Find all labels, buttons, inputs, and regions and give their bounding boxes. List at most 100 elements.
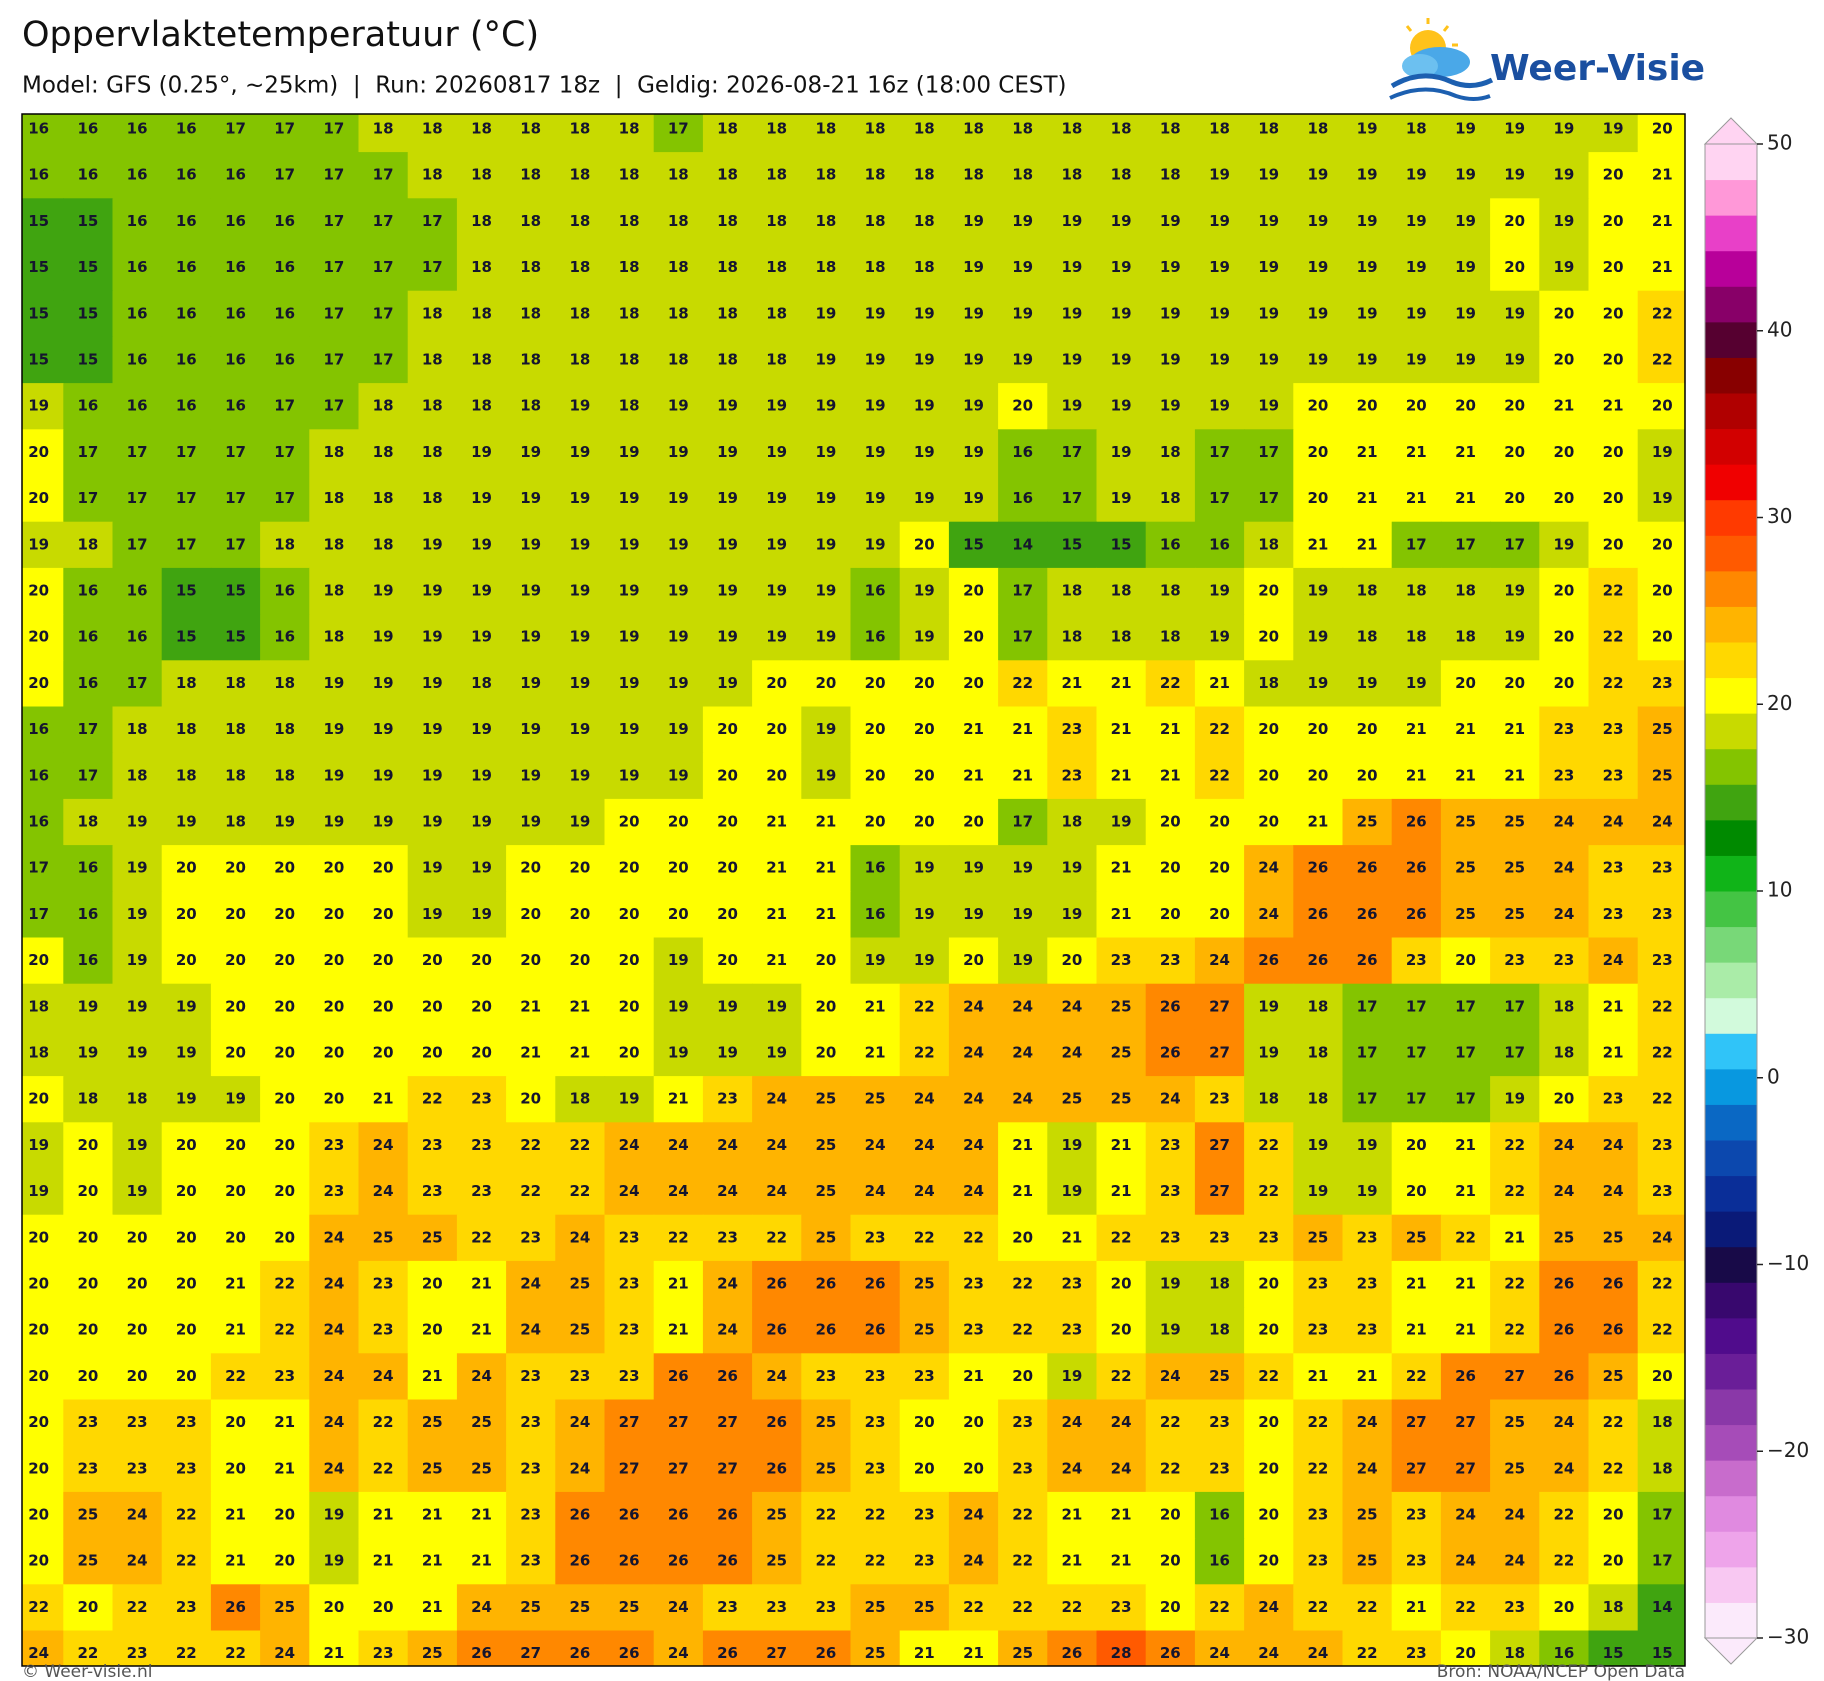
temperature-value: 19 <box>914 582 935 600</box>
temperature-value: 19 <box>471 489 492 507</box>
temperature-value: 19 <box>1455 212 1476 230</box>
temperature-value: 25 <box>1504 813 1525 831</box>
temperature-value: 23 <box>1357 1321 1378 1339</box>
temperature-value: 20 <box>1307 397 1328 415</box>
temperature-cell <box>1391 1307 1442 1354</box>
temperature-cell <box>210 1538 261 1585</box>
temperature-cell <box>161 336 212 384</box>
temperature-value: 16 <box>865 905 886 923</box>
temperature-value: 18 <box>1061 582 1082 600</box>
temperature-value: 21 <box>1504 766 1525 784</box>
temperature-cell <box>702 244 753 292</box>
temperature-cell <box>801 1076 852 1123</box>
temperature-value: 22 <box>914 1228 935 1246</box>
colorbar-tick-label: −10 <box>1767 1251 1809 1275</box>
temperature-value: 19 <box>471 720 492 738</box>
temperature-cell <box>63 152 114 199</box>
temperature-cell <box>210 1353 261 1401</box>
temperature-value: 23 <box>1307 1552 1328 1570</box>
temperature-cell <box>210 521 261 569</box>
temperature-cell <box>1539 660 1590 708</box>
temperature-cell <box>1244 567 1294 615</box>
temperature-value: 18 <box>323 489 344 507</box>
temperature-value: 19 <box>668 674 689 692</box>
temperature-value: 19 <box>422 859 443 877</box>
temperature-value: 20 <box>225 905 246 923</box>
temperature-value: 19 <box>1209 351 1230 369</box>
temperature-value: 19 <box>1209 304 1230 322</box>
temperature-value: 24 <box>1061 1413 1082 1431</box>
temperature-value: 20 <box>373 1598 394 1616</box>
temperature-value: 19 <box>1652 443 1673 461</box>
temperature-cell <box>22 1076 64 1123</box>
temperature-cell <box>506 567 556 615</box>
temperature-cell <box>1047 845 1098 892</box>
colorbar-band <box>1705 1140 1757 1177</box>
temperature-cell <box>260 114 310 153</box>
temperature-value: 19 <box>1258 351 1279 369</box>
temperature-cell <box>1342 567 1393 615</box>
temperature-cell <box>801 198 852 246</box>
temperature-cell <box>1588 798 1639 846</box>
temperature-cell <box>752 1168 802 1216</box>
temperature-value: 20 <box>963 1459 984 1477</box>
temperature-value: 18 <box>1209 1275 1230 1293</box>
temperature-cell <box>555 891 606 939</box>
temperature-cell <box>1244 891 1294 939</box>
temperature-cell <box>309 983 360 1031</box>
temperature-cell <box>1293 1399 1344 1447</box>
temperature-value: 22 <box>1012 1321 1033 1339</box>
temperature-value: 21 <box>1504 1228 1525 1246</box>
temperature-cell <box>309 1122 360 1170</box>
temperature-cell <box>1293 1307 1344 1354</box>
temperature-cell <box>1194 1307 1245 1354</box>
temperature-value: 20 <box>1652 120 1673 138</box>
temperature-cell <box>998 1168 1048 1216</box>
temperature-cell <box>456 152 507 199</box>
temperature-cell <box>1145 752 1196 800</box>
temperature-cell <box>1096 1491 1147 1539</box>
temperature-cell <box>358 660 409 708</box>
temperature-value: 19 <box>717 1044 738 1062</box>
temperature-value: 19 <box>471 813 492 831</box>
temperature-cell <box>1440 1630 1491 1666</box>
temperature-cell <box>1391 798 1442 846</box>
temperature-cell <box>1244 383 1294 430</box>
temperature-value: 23 <box>1160 1182 1181 1200</box>
temperature-value: 15 <box>176 628 197 646</box>
temperature-cell <box>653 1584 704 1632</box>
temperature-cell <box>899 891 950 939</box>
temperature-value: 19 <box>1111 212 1132 230</box>
temperature-cell <box>850 1491 901 1539</box>
temperature-cell <box>1047 660 1098 708</box>
temperature-value: 24 <box>1012 1044 1033 1062</box>
temperature-cell <box>1588 198 1639 246</box>
temperature-value: 22 <box>766 1228 787 1246</box>
temperature-cell <box>112 114 163 153</box>
temperature-cell <box>1244 1630 1294 1666</box>
temperature-value: 19 <box>422 535 443 553</box>
temperature-cell <box>309 567 360 615</box>
temperature-value: 19 <box>717 397 738 415</box>
temperature-value: 18 <box>471 212 492 230</box>
temperature-cell <box>998 798 1048 846</box>
temperature-cell <box>1637 290 1685 338</box>
temperature-value: 23 <box>77 1459 98 1477</box>
temperature-value: 22 <box>1652 304 1673 322</box>
temperature-cell <box>1490 1445 1540 1493</box>
temperature-value: 23 <box>1209 1228 1230 1246</box>
temperature-cell <box>506 290 556 338</box>
temperature-cell <box>407 891 458 939</box>
temperature-cell <box>998 1122 1048 1170</box>
colorbar-band <box>1705 428 1757 465</box>
temperature-value: 22 <box>1307 1598 1328 1616</box>
temperature-value: 25 <box>815 1228 836 1246</box>
temperature-cell <box>1145 1168 1196 1216</box>
temperature-value: 18 <box>225 766 246 784</box>
temperature-value: 24 <box>127 1506 148 1524</box>
temperature-value: 23 <box>914 1367 935 1385</box>
temperature-value: 18 <box>619 166 640 184</box>
temperature-cell <box>1293 798 1344 846</box>
temperature-cell <box>260 1399 310 1447</box>
temperature-value: 20 <box>1553 1598 1574 1616</box>
